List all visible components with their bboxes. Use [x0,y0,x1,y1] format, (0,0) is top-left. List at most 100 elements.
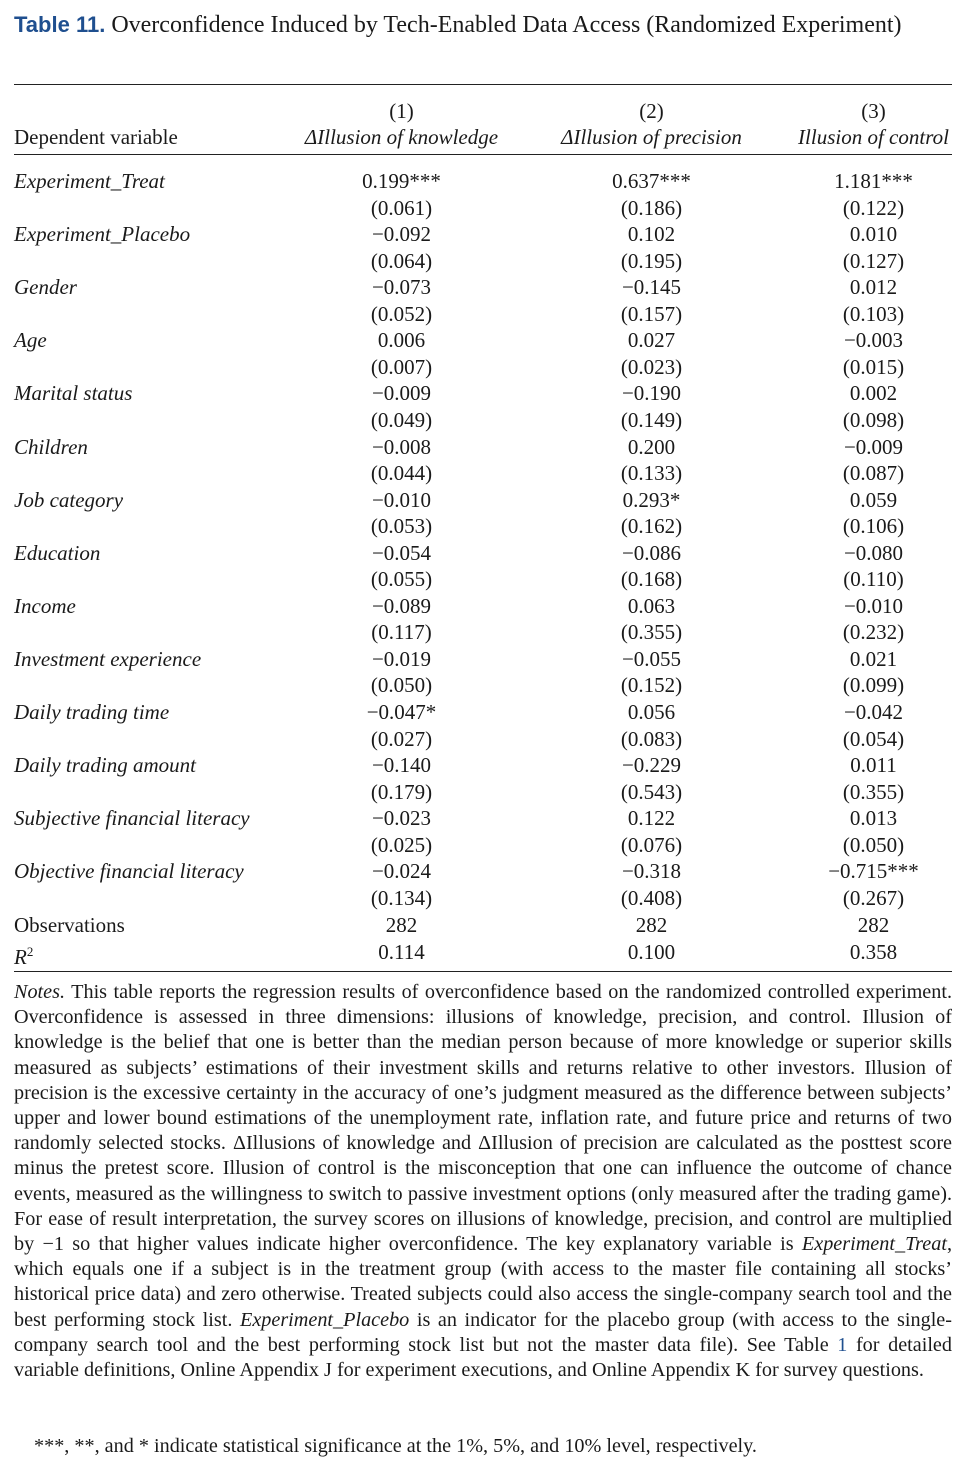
row-label: Age [14,328,47,353]
r-squared-label: R2 [14,944,34,969]
coefficient-cell: −0.042 [843,700,904,724]
coefficient-cell: 0.122 [627,806,676,831]
row-label: Income [14,593,76,618]
dependent-variable-label: Dependent variable [14,125,178,149]
row-label: Experiment_Placebo [14,222,191,247]
coefficient-cell: 0.063 [627,593,676,618]
standard-error-cell: (0.076) [620,832,683,857]
standard-error-cell: (0.050) [842,832,905,857]
row-label: Job category [14,487,124,512]
standard-error-cell: (0.053) [370,514,433,539]
coefficient-cell: −0.019 [371,646,432,671]
col2-number: (2) [639,99,664,123]
coefficient-cell: −0.715*** [828,859,919,884]
row-label: Education [14,540,101,565]
observations-col1: 282 [385,913,418,937]
standard-error-cell: (0.025) [370,832,433,857]
row-label: Children [14,434,88,459]
standard-error-cell: (0.152) [620,673,683,698]
table-notes: Notes. This table reports the regression… [14,980,952,1383]
standard-error-cell: (0.149) [620,407,683,432]
coefficient-cell: 0.011 [850,753,897,778]
standard-error-cell: (0.023) [620,354,683,379]
coefficient-cell: 0.199*** [362,169,441,193]
coefficient-cell: 0.102 [627,222,676,247]
top-rule [14,84,952,85]
standard-error-cell: (0.232) [842,620,905,645]
r-squared-col3: 0.358 [849,940,898,964]
row-label: Subjective financial literacy [14,806,250,831]
coefficient-cell: 0.293* [622,487,681,512]
standard-error-cell: (0.061) [370,195,433,220]
standard-error-cell: (0.106) [842,514,905,539]
coefficient-cell: 0.006 [377,328,426,353]
coefficient-cell: −0.089 [371,593,432,618]
row-label: Gender [14,275,77,300]
row-label: Daily trading time [14,700,170,724]
coefficient-cell: −0.003 [843,328,904,353]
standard-error-cell: (0.122) [842,195,905,220]
standard-error-cell: (0.064) [370,248,433,273]
coefficient-cell: −0.086 [621,540,682,565]
standard-error-cell: (0.087) [842,461,905,485]
standard-error-cell: (0.110) [843,567,904,592]
standard-error-cell: (0.007) [370,354,433,379]
coefficient-cell: −0.055 [621,646,682,671]
row-label: Marital status [14,381,133,406]
observations-col2: 282 [635,913,668,937]
coefficient-cell: −0.140 [371,753,432,778]
standard-error-cell: (0.543) [620,779,683,804]
standard-error-cell: (0.052) [370,301,433,326]
coefficient-cell: −0.023 [371,806,432,831]
coefficient-cell: −0.190 [621,381,682,406]
standard-error-cell: (0.098) [842,407,905,432]
col2-name: ΔIllusion of precision [561,125,742,149]
coefficient-cell: 0.637*** [612,169,691,193]
coefficient-cell: −0.073 [371,275,432,300]
coefficient-cell: 0.010 [849,222,898,247]
row-label: Experiment_Treat [14,169,165,193]
standard-error-cell: (0.162) [620,514,683,539]
coefficient-cell: −0.009 [371,381,432,406]
coefficient-cell: −0.010 [371,487,432,512]
col1-name: ΔIllusion of knowledge [304,125,499,149]
table-label: Table 11. [14,12,106,37]
standard-error-cell: (0.134) [370,885,433,910]
coefficient-cell: −0.145 [621,275,682,300]
notes-text-1: This table reports the regression result… [14,981,952,1256]
coefficient-cell: 0.059 [849,487,898,512]
notes-text-3: is an indicator for the placebo group (w… [14,1308,952,1356]
observations-col3: 282 [857,913,890,937]
coefficient-cell: −0.009 [843,434,904,459]
coefficient-cell: 0.027 [627,328,676,353]
coefficient-cell: −0.092 [371,222,432,247]
standard-error-cell: (0.103) [842,301,905,326]
standard-error-cell: (0.127) [842,248,905,273]
notes-placebo-var: Experiment_Placebo [239,1308,410,1331]
standard-error-cell: (0.133) [620,461,683,485]
coefficient-cell: 0.056 [627,700,676,724]
coefficient-cell: −0.229 [621,753,682,778]
col3-number: (3) [861,99,886,123]
notes-lead: Notes. [14,981,66,1003]
col1-number: (1) [389,99,414,123]
coefficient-cell: −0.008 [371,434,432,459]
table-caption: Table 11. Overconfidence Induced by Tech… [14,10,952,40]
table-1-link[interactable]: 1 [837,1333,848,1356]
coefficient-cell: 1.181*** [834,169,913,193]
standard-error-cell: (0.179) [370,779,433,804]
standard-error-cell: (0.117) [371,620,432,645]
coefficient-cell: −0.024 [371,859,432,884]
r-squared-col1: 0.114 [378,940,425,964]
notes-text-4: for detailed variable definitions, Onlin… [14,1333,952,1382]
coefficient-cell: −0.054 [371,540,432,565]
coefficient-cell: −0.318 [621,859,682,884]
coefficient-cell: −0.047* [366,700,437,724]
table-title: Overconfidence Induced by Tech-Enabled D… [111,12,902,38]
standard-error-cell: (0.186) [620,195,683,220]
standard-error-cell: (0.044) [370,461,433,485]
standard-error-cell: (0.083) [620,726,683,751]
observations-label: Observations [14,913,125,937]
standard-error-cell: (0.267) [842,885,905,910]
standard-error-cell: (0.355) [842,779,905,804]
